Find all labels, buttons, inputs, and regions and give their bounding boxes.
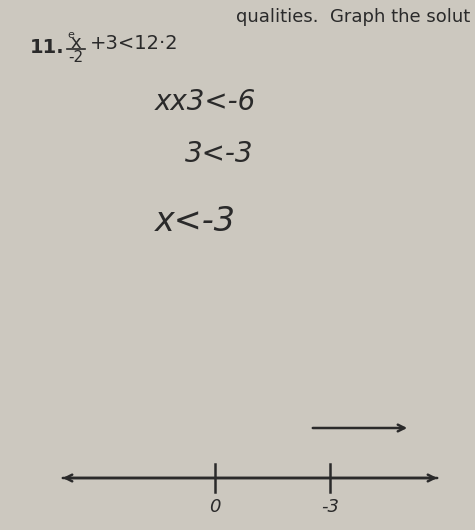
Text: x<-3: x<-3 [155,205,236,238]
Text: -2: -2 [68,50,84,65]
Text: 3<-3: 3<-3 [185,140,254,168]
Text: xx3<-6: xx3<-6 [155,88,256,116]
Text: +3<12·2: +3<12·2 [90,34,179,53]
Text: -3: -3 [321,498,339,516]
Text: e: e [67,30,74,40]
Text: qualities.  Graph the solut: qualities. Graph the solut [236,8,470,26]
Text: 0: 0 [209,498,221,516]
Text: 11.: 11. [30,38,65,57]
Text: x: x [71,34,81,52]
